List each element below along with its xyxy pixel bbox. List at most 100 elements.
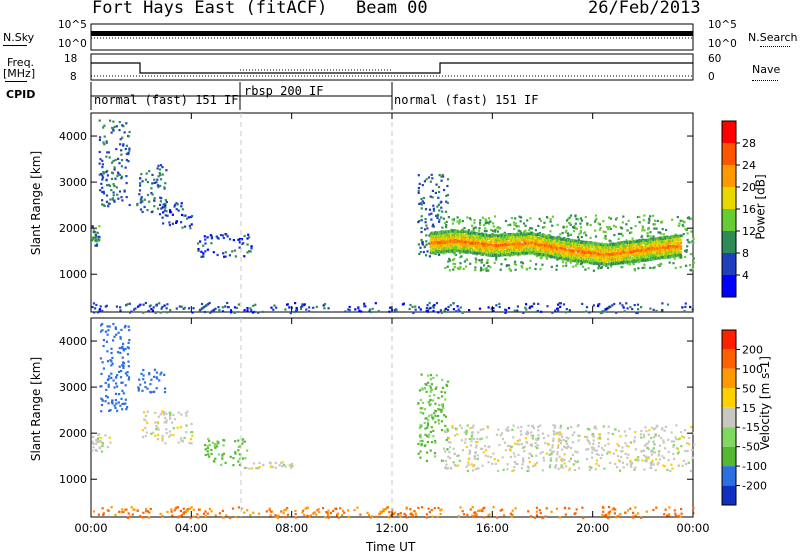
heatmap-cell <box>681 224 684 227</box>
heatmap-cell <box>642 258 646 261</box>
heatmap-cell <box>433 394 436 397</box>
heatmap-cell <box>452 218 455 221</box>
heatmap-cell <box>536 255 539 258</box>
heatmap-cell <box>663 245 666 249</box>
heatmap-cell <box>512 242 515 245</box>
heatmap-cell <box>681 464 684 467</box>
heatmap-cell <box>491 232 494 236</box>
heatmap-cell <box>106 350 109 353</box>
heatmap-cell <box>498 234 501 238</box>
heatmap-cell <box>638 246 641 250</box>
heatmap-cell <box>622 215 625 218</box>
heatmap-cell <box>466 250 469 253</box>
heatmap-cell <box>545 237 548 240</box>
heatmap-cell <box>673 257 676 260</box>
heatmap-cell <box>180 205 183 208</box>
heatmap-cell <box>107 402 110 405</box>
heatmap-cell <box>564 311 568 314</box>
heatmap-cell <box>463 227 466 230</box>
heatmap-cell <box>573 224 576 228</box>
heatmap-cell <box>121 136 124 139</box>
heatmap-cell <box>138 378 141 381</box>
heatmap-cell <box>649 266 652 269</box>
heatmap-cell <box>492 222 495 225</box>
heatmap-cell <box>679 256 682 259</box>
heatmap-cell <box>452 308 455 311</box>
heatmap-cell <box>146 181 149 184</box>
heatmap-cell <box>449 259 452 262</box>
heatmap-cell <box>559 233 562 236</box>
heatmap-cell <box>529 217 532 220</box>
heatmap-cell <box>604 235 607 238</box>
heatmap-cell <box>436 237 439 240</box>
heatmap-cell <box>427 176 431 179</box>
heatmap-cell <box>419 308 422 311</box>
heatmap-cell <box>440 420 443 423</box>
heatmap-cell <box>113 199 116 202</box>
heatmap-cell <box>111 362 114 365</box>
heatmap-cell <box>626 246 629 250</box>
heatmap-cell <box>517 254 520 257</box>
heatmap-cell <box>641 225 644 228</box>
heatmap-cell <box>561 261 565 264</box>
heatmap-cell <box>593 258 597 261</box>
heatmap-cell <box>98 162 101 165</box>
heatmap-cell <box>150 211 153 214</box>
heatmap-cell <box>612 246 615 250</box>
heatmap-cell <box>224 255 227 258</box>
heatmap-cell <box>117 351 120 354</box>
heatmap-cell <box>121 381 124 384</box>
heatmap-cell <box>661 302 664 305</box>
heatmap-cell <box>556 236 559 239</box>
heatmap-cell <box>164 387 167 390</box>
heatmap-cell <box>92 302 96 305</box>
heatmap-cell <box>417 221 420 224</box>
heatmap-cell <box>588 469 592 472</box>
heatmap-cell <box>116 409 119 412</box>
heatmap-cell <box>142 303 145 306</box>
heatmap-cell <box>112 322 115 326</box>
heatmap-cell <box>428 301 431 305</box>
heatmap-cell <box>514 222 517 225</box>
heatmap-cell <box>504 219 508 223</box>
heatmap-cell <box>113 166 116 169</box>
heatmap-cell <box>127 365 130 368</box>
heatmap-cell <box>114 326 117 329</box>
heatmap-cell <box>106 360 110 363</box>
heatmap-cell <box>151 173 154 177</box>
heatmap-cell <box>656 241 659 244</box>
heatmap-cell <box>113 200 116 203</box>
heatmap-cell <box>556 223 559 226</box>
heatmap-cell <box>192 307 195 310</box>
heatmap-cell <box>423 228 427 231</box>
heatmap-cell <box>624 248 627 252</box>
heatmap-cell <box>595 254 599 258</box>
heatmap-cell <box>252 462 256 465</box>
heatmap-cell <box>444 450 447 453</box>
heatmap-cell <box>424 382 427 385</box>
heatmap-cell <box>487 265 490 268</box>
heatmap-cell <box>155 428 158 431</box>
heatmap-cell <box>661 220 664 223</box>
heatmap-cell <box>420 238 423 241</box>
heatmap-cell <box>558 241 562 245</box>
heatmap-cell <box>661 309 664 312</box>
heatmap-cell <box>679 254 683 257</box>
nsearch-label: N.Search <box>748 31 798 44</box>
heatmap-cell <box>231 250 234 253</box>
heatmap-cell <box>125 408 128 411</box>
heatmap-cell <box>105 171 108 174</box>
heatmap-cell <box>666 246 670 249</box>
heatmap-cell <box>578 246 581 249</box>
heatmap-cell <box>212 459 216 463</box>
heatmap-cell <box>434 421 437 424</box>
heatmap-cell <box>453 252 456 255</box>
heatmap-cell <box>153 368 156 371</box>
heatmap-cell <box>144 414 147 418</box>
heatmap-cell <box>150 432 153 435</box>
nsearch-tick-high: 10^5 <box>708 19 737 31</box>
heatmap-cell <box>653 227 656 230</box>
heatmap-cell <box>94 236 97 239</box>
nsky-tick-high: 10^5 <box>58 19 87 31</box>
freq-tick-high: 18 <box>64 53 78 65</box>
